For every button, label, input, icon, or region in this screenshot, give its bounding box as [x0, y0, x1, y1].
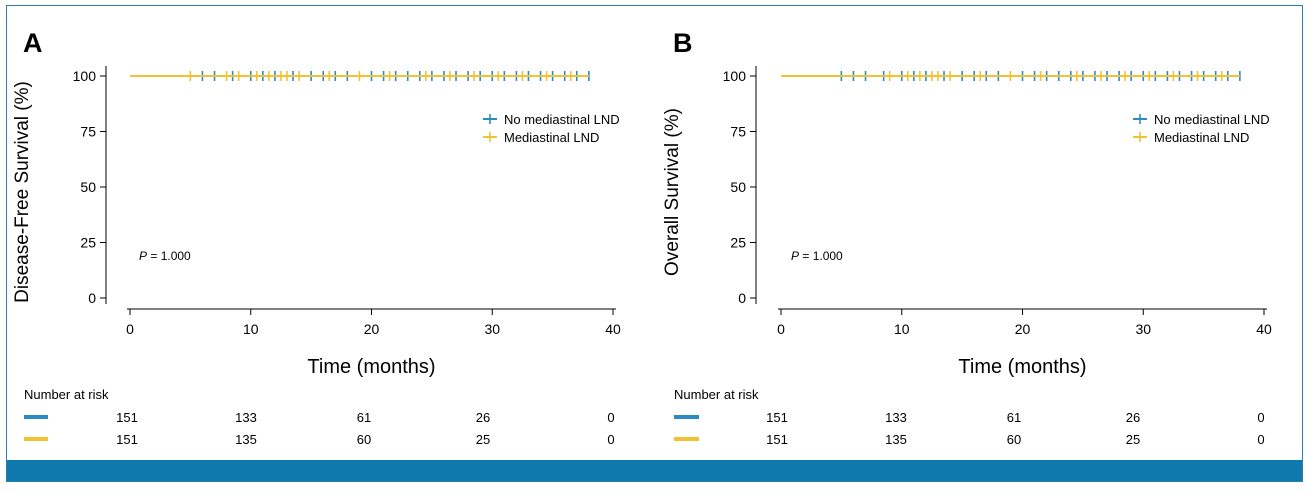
y-axis-label: Overall Survival (%) [662, 108, 683, 276]
risk-count: 60 [357, 432, 371, 447]
risk-count: 133 [235, 410, 257, 425]
legend-entry: Mediastinal LND [1154, 130, 1249, 145]
x-tick-label: 0 [777, 321, 785, 337]
x-tick-label: 30 [484, 321, 500, 337]
risk-count: 135 [235, 432, 257, 447]
panel-b: B 0 25 50 75 100 0 10 20 30 40 Overall Survival (%)… [662, 28, 1272, 447]
panel-label: A [23, 28, 43, 58]
p-label: P [139, 249, 147, 263]
x-tick-label: 10 [243, 321, 259, 337]
p-value: = 1.000 [799, 249, 843, 263]
risk-count: 151 [766, 432, 788, 447]
x-tick-label: 0 [126, 321, 134, 337]
risk-count: 135 [885, 432, 907, 447]
p-value-annotation: P = 1.000 [791, 249, 843, 263]
x-tick-label: 40 [605, 321, 621, 337]
y-tick-label: 0 [738, 290, 746, 306]
p-value-annotation: P = 1.000 [139, 249, 191, 263]
risk-count: 0 [607, 410, 614, 425]
risk-count: 26 [1126, 410, 1140, 425]
p-value: = 1.000 [147, 249, 191, 263]
x-axis-label: Time (months) [958, 356, 1086, 378]
risk-count: 26 [476, 410, 490, 425]
risk-table-title: Number at risk [24, 387, 109, 402]
risk-count: 61 [357, 410, 371, 425]
risk-count: 0 [607, 432, 614, 447]
panel-a: A 0 25 50 75 100 0 10 20 30 40 Disease-Free Surviva… [12, 28, 621, 447]
y-tick-label: 50 [730, 179, 746, 195]
x-tick-label: 10 [894, 321, 910, 337]
y-tick-label: 75 [730, 124, 746, 140]
x-tick-label: 20 [1015, 321, 1031, 337]
y-tick-label: 0 [88, 290, 96, 306]
p-label: P [791, 249, 799, 263]
y-tick-label: 25 [730, 235, 746, 251]
bottom-bar [7, 460, 1302, 481]
y-tick-label: 100 [73, 68, 97, 84]
risk-count: 151 [116, 410, 138, 425]
x-tick-label: 40 [1256, 321, 1272, 337]
x-tick-label: 30 [1135, 321, 1151, 337]
legend-entry: No mediastinal LND [504, 112, 620, 127]
risk-count: 151 [766, 410, 788, 425]
y-tick-label: 100 [723, 68, 747, 84]
x-axis-label: Time (months) [307, 356, 435, 378]
y-tick-label: 25 [80, 235, 96, 251]
risk-count: 61 [1007, 410, 1021, 425]
risk-count: 25 [1126, 432, 1140, 447]
risk-table-title: Number at risk [674, 387, 759, 402]
risk-count: 25 [476, 432, 490, 447]
risk-count: 133 [885, 410, 907, 425]
y-axis-label: Disease-Free Survival (%) [12, 81, 33, 303]
risk-count: 0 [1257, 432, 1264, 447]
risk-count: 151 [116, 432, 138, 447]
legend-entry: No mediastinal LND [1154, 112, 1270, 127]
figure-frame: A 0 25 50 75 100 0 10 20 30 40 Disease-Free Surviva… [6, 5, 1303, 482]
panel-label: B [673, 28, 693, 58]
risk-count: 60 [1007, 432, 1021, 447]
x-tick-label: 20 [364, 321, 380, 337]
risk-count: 0 [1257, 410, 1264, 425]
y-tick-label: 75 [80, 124, 96, 140]
legend-entry: Mediastinal LND [504, 130, 599, 145]
y-tick-label: 50 [80, 179, 96, 195]
